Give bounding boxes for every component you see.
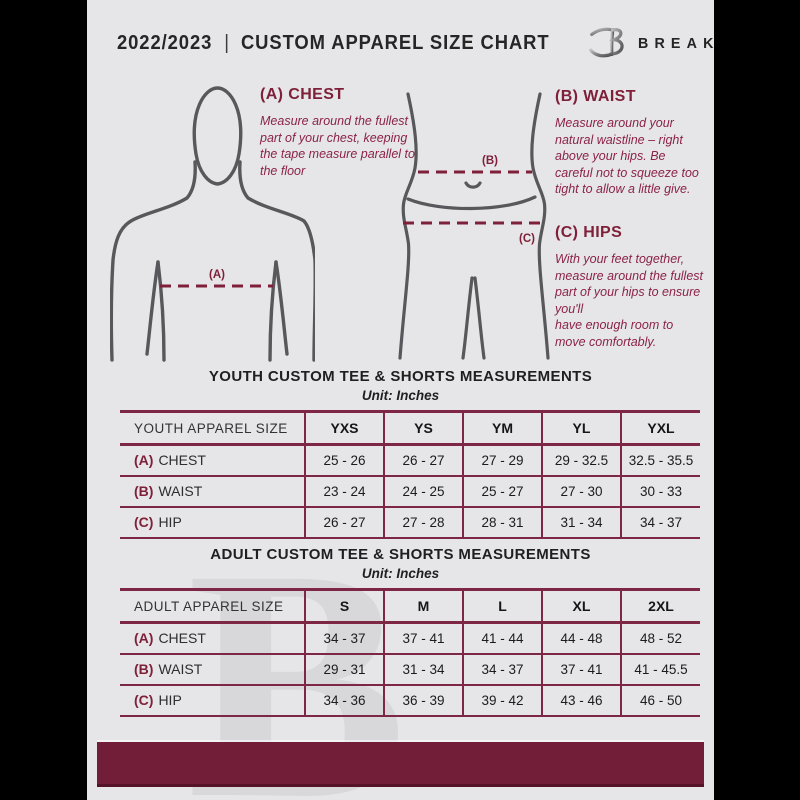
chest-prefix: (A) — [134, 452, 154, 469]
adult-chest-row: (A) CHEST 34 - 37 37 - 41 41 - 44 44 - 48… — [120, 622, 700, 654]
youth-chest-row: (A) CHEST 25 - 26 26 - 27 27 - 29 29 - 32… — [120, 444, 700, 476]
youth-chest-label: (A) CHEST — [120, 445, 305, 476]
adult-waist-row: (B) WAIST 29 - 31 31 - 34 34 - 37 37 - 41… — [120, 653, 700, 685]
youth-size-ys: YS — [383, 411, 463, 445]
brand-group: BREAKAWAY — [587, 22, 714, 64]
chest-prefix: (A) — [134, 630, 154, 647]
header-title-group: 2022/2023 | CUSTOM APPAREL SIZE CHART — [117, 32, 550, 55]
waist-label-text: WAIST — [158, 483, 203, 499]
waist-heading: (B) WAIST — [555, 88, 636, 105]
hips-marker-label: (C) — [519, 233, 535, 245]
footer-accent-bar — [97, 742, 704, 787]
waist-description: Measure around your natural waistline – … — [555, 116, 699, 196]
adult-waist-xl: 37 - 41 — [541, 653, 621, 685]
adult-waist-m: 31 - 34 — [383, 653, 463, 685]
adult-chest-xl: 44 - 48 — [541, 622, 621, 654]
adult-size-2xl: 2XL — [620, 589, 700, 623]
adult-size-m: M — [383, 589, 463, 623]
adult-label-header: ADULT APPAREL SIZE — [134, 598, 284, 614]
adult-chest-m: 37 - 41 — [383, 622, 463, 654]
youth-hip-label: (C) HIP — [120, 507, 305, 538]
breakaway-logo-icon — [589, 27, 624, 58]
header-divider: | — [224, 31, 230, 54]
youth-chest-yxs: 25 - 26 — [304, 444, 384, 476]
adult-table-title: ADULT CUSTOM TEE & SHORTS MEASUREMENTS — [210, 546, 591, 563]
youth-size-yxs: YXS — [304, 411, 384, 445]
youth-hip-yl: 31 - 34 — [541, 506, 621, 538]
youth-size-yl: YL — [541, 411, 621, 445]
youth-hip-ys: 27 - 28 — [383, 506, 463, 538]
hips-description-line1: With your feet together, measure around … — [555, 252, 704, 316]
youth-size-ym: YM — [462, 411, 542, 445]
youth-waist-yl: 27 - 30 — [541, 475, 621, 507]
youth-table-title: YOUTH CUSTOM TEE & SHORTS MEASUREMENTS — [208, 368, 593, 385]
adult-waist-2xl: 41 - 45.5 — [620, 653, 700, 685]
adult-hip-m: 36 - 39 — [383, 684, 463, 716]
youth-hip-yxl: 34 - 37 — [620, 506, 700, 538]
youth-chest-ym: 27 - 29 — [462, 444, 542, 476]
adult-hip-xl: 43 - 46 — [541, 684, 621, 716]
youth-waist-ym: 25 - 27 — [462, 475, 542, 507]
youth-label-header: YOUTH APPAREL SIZE — [134, 420, 288, 436]
adult-hip-s: 34 - 36 — [304, 684, 384, 716]
hip-prefix: (C) — [134, 514, 154, 530]
hip-prefix: (C) — [134, 692, 154, 708]
chest-heading: (A) CHEST — [260, 86, 345, 103]
youth-chest-yxl: 32.5 - 35.5 — [620, 444, 700, 476]
chest-marker-label: (A) — [209, 269, 225, 281]
chest-description: Measure around the fullest part of your … — [260, 114, 415, 178]
youth-chest-yl: 29 - 32.5 — [541, 444, 621, 476]
youth-waist-ys: 24 - 25 — [383, 475, 463, 507]
youth-hip-ym: 28 - 31 — [462, 506, 542, 538]
youth-waist-yxs: 23 - 24 — [304, 475, 384, 507]
adult-size-table: ADULT APPAREL SIZE S M L XL 2XL (A) CHEST… — [120, 588, 700, 717]
youth-size-yxl: YXL — [620, 411, 700, 445]
youth-hip-yxs: 26 - 27 — [304, 506, 384, 538]
adult-waist-l: 34 - 37 — [462, 653, 542, 685]
waist-marker-label: (B) — [482, 155, 498, 167]
brand-name: BREAKAWAY — [638, 34, 714, 52]
waist-hips-figure-illustration: (B) (C) — [398, 92, 550, 360]
adult-chest-label: (A) CHEST — [120, 623, 305, 654]
chest-figure-illustration: (A) — [110, 86, 315, 362]
chest-label-text: CHEST — [158, 452, 206, 469]
adult-size-s: S — [304, 589, 384, 623]
youth-table-unit: Unit: Inches — [361, 388, 440, 403]
youth-header-row: YOUTH APPAREL SIZE YXS YS YM YL YXL — [120, 411, 700, 445]
waist-label-text: WAIST — [158, 661, 203, 677]
season-label: 2022/2023 — [117, 31, 213, 54]
adult-chest-l: 41 - 44 — [462, 622, 542, 654]
adult-waist-s: 29 - 31 — [304, 653, 384, 685]
adult-hip-row: (C) HIP 34 - 36 36 - 39 39 - 42 43 - 46 4… — [120, 684, 700, 716]
youth-waist-yxl: 30 - 33 — [620, 475, 700, 507]
page-title: CUSTOM APPAREL SIZE CHART — [240, 31, 550, 54]
youth-waist-row: (B) WAIST 23 - 24 24 - 25 25 - 27 27 - 30… — [120, 475, 700, 507]
adult-size-xl: XL — [541, 589, 621, 623]
hip-label-text: HIP — [158, 514, 182, 530]
adult-header-row: ADULT APPAREL SIZE S M L XL 2XL — [120, 589, 700, 623]
adult-table-unit: Unit: Inches — [361, 566, 440, 581]
adult-chest-2xl: 48 - 52 — [620, 622, 700, 654]
youth-chest-ys: 26 - 27 — [383, 444, 463, 476]
hip-label-text: HIP — [158, 692, 182, 708]
hips-description-line2: have enough room to move comfortably. — [555, 318, 674, 349]
size-chart-page: B 2022/2023 | CUSTOM APPAREL SIZE CHART — [87, 0, 714, 800]
youth-hip-row: (C) HIP 26 - 27 27 - 28 28 - 31 31 - 34 3… — [120, 506, 700, 538]
adult-size-l: L — [462, 589, 542, 623]
waist-prefix: (B) — [134, 483, 154, 499]
youth-size-table: YOUTH APPAREL SIZE YXS YS YM YL YXL (A) C… — [120, 410, 700, 539]
chest-label-text: CHEST — [158, 630, 206, 647]
hips-heading: (C) HIPS — [555, 224, 623, 241]
hips-description: With your feet together, measure around … — [555, 251, 707, 350]
adult-chest-s: 34 - 37 — [304, 622, 384, 654]
adult-hip-2xl: 46 - 50 — [620, 684, 700, 716]
waist-prefix: (B) — [134, 661, 154, 677]
page-header: 2022/2023 | CUSTOM APPAREL SIZE CHART — [117, 20, 714, 66]
adult-hip-label: (C) HIP — [120, 685, 305, 716]
youth-waist-label: (B) WAIST — [120, 476, 305, 507]
adult-waist-label: (B) WAIST — [120, 654, 305, 685]
adult-hip-l: 39 - 42 — [462, 684, 542, 716]
